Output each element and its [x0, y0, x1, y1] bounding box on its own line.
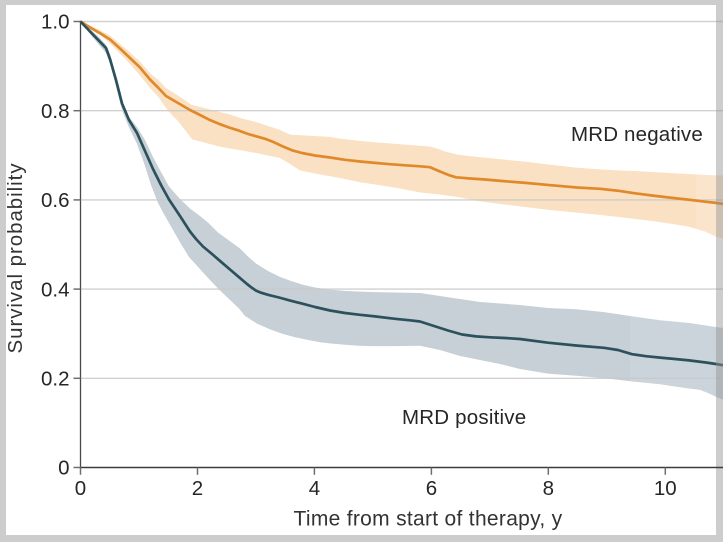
svg-text:0.4: 0.4	[41, 278, 70, 301]
svg-text:0: 0	[58, 457, 69, 480]
svg-text:8: 8	[543, 477, 554, 500]
svg-text:1.0: 1.0	[41, 11, 70, 34]
svg-text:MRD negative: MRD negative	[571, 123, 703, 146]
svg-text:Time from start of therapy, y: Time from start of therapy, y	[294, 508, 563, 531]
svg-text:0.6: 0.6	[41, 189, 70, 212]
svg-text:4: 4	[309, 477, 320, 500]
svg-text:0.8: 0.8	[41, 100, 70, 123]
svg-text:2: 2	[192, 477, 203, 500]
svg-text:MRD positive: MRD positive	[402, 406, 526, 429]
svg-text:0.2: 0.2	[41, 368, 70, 391]
svg-text:0: 0	[75, 477, 86, 500]
svg-text:10: 10	[654, 477, 677, 500]
svg-text:Survival probability: Survival probability	[4, 162, 27, 353]
svg-text:6: 6	[426, 477, 437, 500]
